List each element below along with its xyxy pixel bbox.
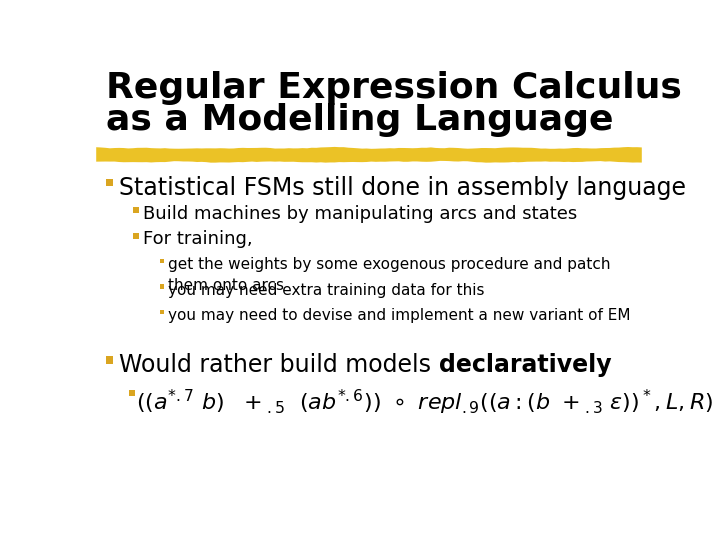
Bar (132, 207, 139, 213)
Bar (160, 309, 164, 314)
Text: For training,: For training, (143, 231, 253, 248)
Text: Build machines by manipulating arcs and states: Build machines by manipulating arcs and … (143, 205, 577, 223)
Text: Would rather build models: Would rather build models (120, 353, 439, 377)
Text: you may need to devise and implement a new variant of EM: you may need to devise and implement a n… (168, 308, 631, 323)
Text: you may need extra training data for this: you may need extra training data for thi… (168, 283, 485, 298)
Bar (129, 390, 135, 396)
Bar (160, 284, 164, 289)
Bar (106, 356, 113, 363)
Text: get the weights by some exogenous procedure and patch
them onto arcs: get the weights by some exogenous proced… (168, 257, 611, 293)
Text: as a Modelling Language: as a Modelling Language (106, 103, 613, 137)
Text: Statistical FSMs still done in assembly language: Statistical FSMs still done in assembly … (120, 176, 686, 200)
Text: Would rather build models: Would rather build models (120, 353, 439, 377)
Bar (106, 179, 113, 186)
Text: Regular Expression Calculus: Regular Expression Calculus (106, 71, 681, 105)
Polygon shape (96, 147, 642, 163)
Text: declaratively: declaratively (439, 353, 611, 377)
Bar (160, 259, 164, 264)
Bar (132, 233, 139, 239)
Text: $((a^{*.7}\ b)\ \ +_{.5}\ \ (ab^{*.6}))\ \circ\ repl_{.9}((a:(b\ +_{.3}\ \vareps: $((a^{*.7}\ b)\ \ +_{.5}\ \ (ab^{*.6}))\… (136, 387, 713, 417)
